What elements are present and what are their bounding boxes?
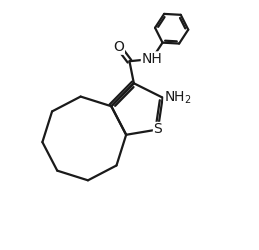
Text: NH: NH <box>141 52 162 66</box>
Text: S: S <box>154 122 162 136</box>
Text: O: O <box>113 40 124 54</box>
Text: NH$_2$: NH$_2$ <box>164 90 192 106</box>
